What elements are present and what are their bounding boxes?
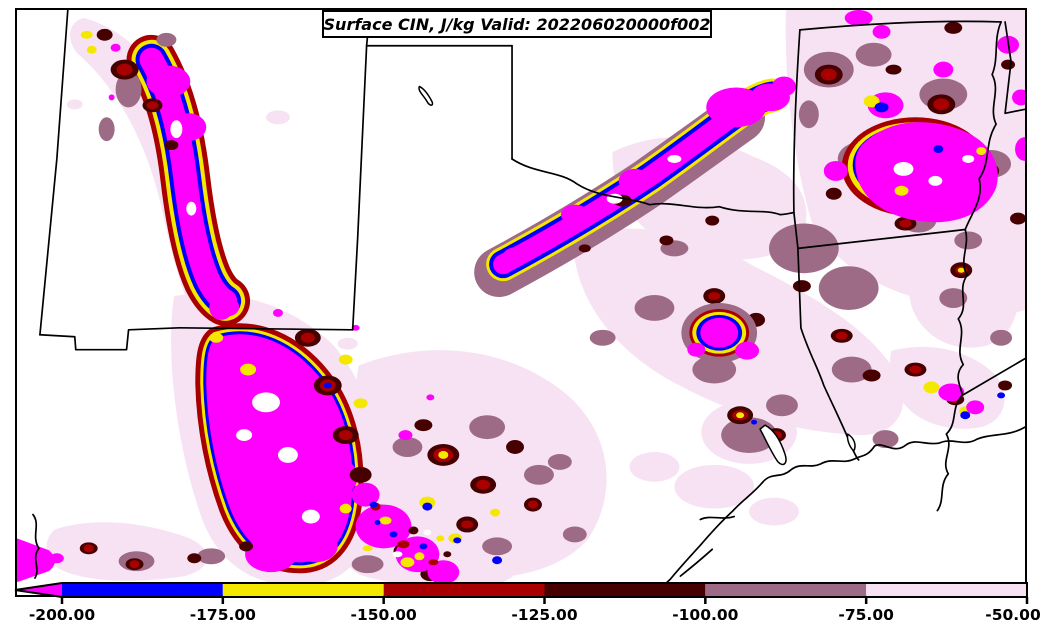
contour-region-arkansas [798, 10, 1025, 250]
colorbar-tick-label: -125.00 [511, 606, 577, 624]
state-boundary-tx-nm-103w [351, 24, 370, 331]
mississippi-river [936, 21, 1002, 512]
sabine-lake [846, 433, 856, 452]
colorbar-segment-lightpink [866, 583, 1027, 597]
contour-region-east-texas-blob [681, 302, 760, 363]
colorbar-tick-label: -200.00 [29, 606, 95, 624]
contour-region-bottom-left [17, 538, 254, 583]
state-boundary-az-nm [39, 10, 69, 336]
colorbar-extend-arrow [15, 583, 62, 597]
colorbar-segment-mauve [705, 583, 867, 597]
contour-region-southeast-cluster [904, 362, 1013, 420]
colorbar-tick-label: -150.00 [351, 606, 417, 624]
colorbar-tick-labels: -200.00 -175.00 -150.00 -125.00 -100.00 … [29, 606, 1041, 624]
bottom-left-lagoon [32, 513, 40, 579]
matagorda-bays [679, 515, 736, 577]
plot-title: Surface CIN, J/kg Valid: 202206020000f00… [323, 14, 711, 34]
panhandle-lake [418, 85, 434, 106]
state-boundary-la-ms-31n [961, 357, 1025, 397]
colorbar-ticks [60, 597, 1029, 604]
state-boundary-tx-ar-la-sabine [793, 211, 860, 461]
contour-region-south-texas [351, 482, 460, 585]
colorbar-tick-label: -75.00 [838, 606, 894, 624]
title-box: Surface CIN, J/kg Valid: 202206020000f00… [322, 10, 712, 38]
gulf-coastline [660, 426, 1025, 588]
colorbar-segment-maroon [544, 583, 706, 597]
colorbar-tick-label: -100.00 [672, 606, 738, 624]
colorbar: -200.00 -175.00 -150.00 -125.00 -100.00 … [14, 582, 1041, 624]
state-boundary-nm-tx-32n [178, 326, 354, 331]
map-plot-area [15, 8, 1027, 597]
state-boundary-tn-ms [1004, 21, 1025, 115]
state-boundary-mo-ar [799, 20, 1002, 31]
contour-misc-dots [108, 94, 360, 331]
colorbar-segment-yellow [222, 583, 384, 597]
colorbar-segment-blue [62, 583, 223, 597]
colorbar-segment-crimson [383, 583, 545, 597]
state-boundaries [32, 10, 1025, 588]
colorbar-tick-label: -50.00 [985, 606, 1041, 624]
state-boundary-ar-la-33n [797, 228, 967, 250]
galveston-bay [759, 424, 787, 466]
state-boundary-ok-ar [792, 29, 801, 214]
contour-region-west-texas [195, 296, 441, 582]
colorbar-tick-label: -175.00 [190, 606, 256, 624]
contour-region-northwest-band [80, 28, 251, 326]
red-river-boundary [511, 158, 795, 216]
contour-region-red-river-band [474, 76, 796, 298]
international-border-mexico [39, 326, 181, 351]
contour-map [17, 10, 1025, 588]
contour-region-central-texas [339, 394, 587, 574]
